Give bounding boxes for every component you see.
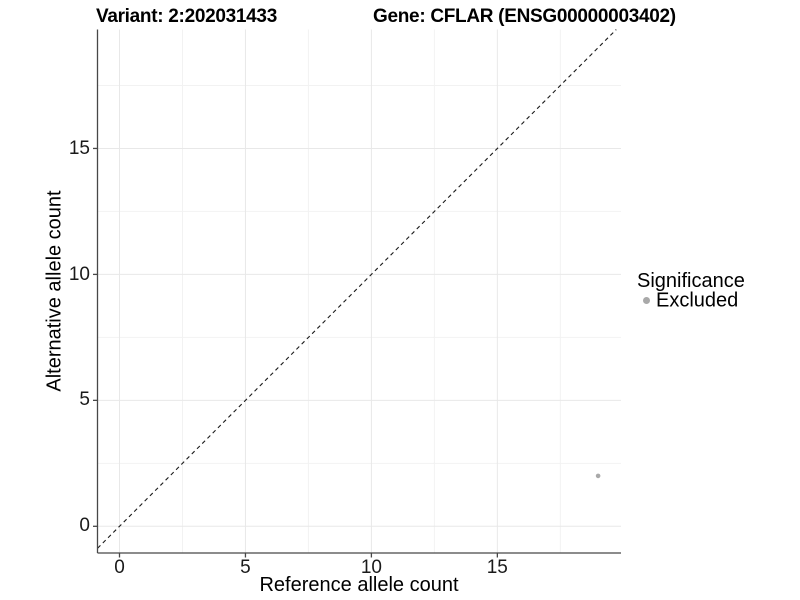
x-axis-title: Reference allele count: [259, 574, 459, 596]
legend-key: [643, 297, 650, 304]
y-tick-label-10: 10: [68, 263, 90, 285]
identity-dashed-line: [97, 29, 617, 549]
x-tick-label-5: 5: [240, 557, 251, 578]
y-tick-label-15: 15: [68, 137, 90, 159]
data-point: [595, 473, 601, 479]
x-tick-label-15: 15: [486, 557, 508, 578]
gene-title: Gene: CFLAR (ENSG00000003402): [373, 6, 676, 27]
y-tick-label-0: 0: [79, 515, 90, 537]
legend-point-icon: [643, 297, 650, 304]
legend-title: Significance: [637, 270, 745, 292]
variant-title: Variant: 2:202031433: [96, 6, 277, 27]
x-tick-label-0: 0: [114, 557, 125, 578]
y-axis-title: Alternative allele count: [43, 190, 66, 392]
x-tick-label-10: 10: [360, 557, 382, 578]
y-tick-label-5: 5: [79, 389, 90, 411]
legend-item-excluded: Excluded: [656, 289, 739, 312]
